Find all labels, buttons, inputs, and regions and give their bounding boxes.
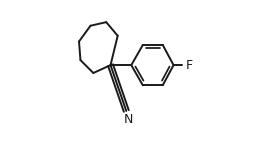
Text: F: F: [186, 59, 193, 72]
Text: N: N: [124, 113, 133, 126]
